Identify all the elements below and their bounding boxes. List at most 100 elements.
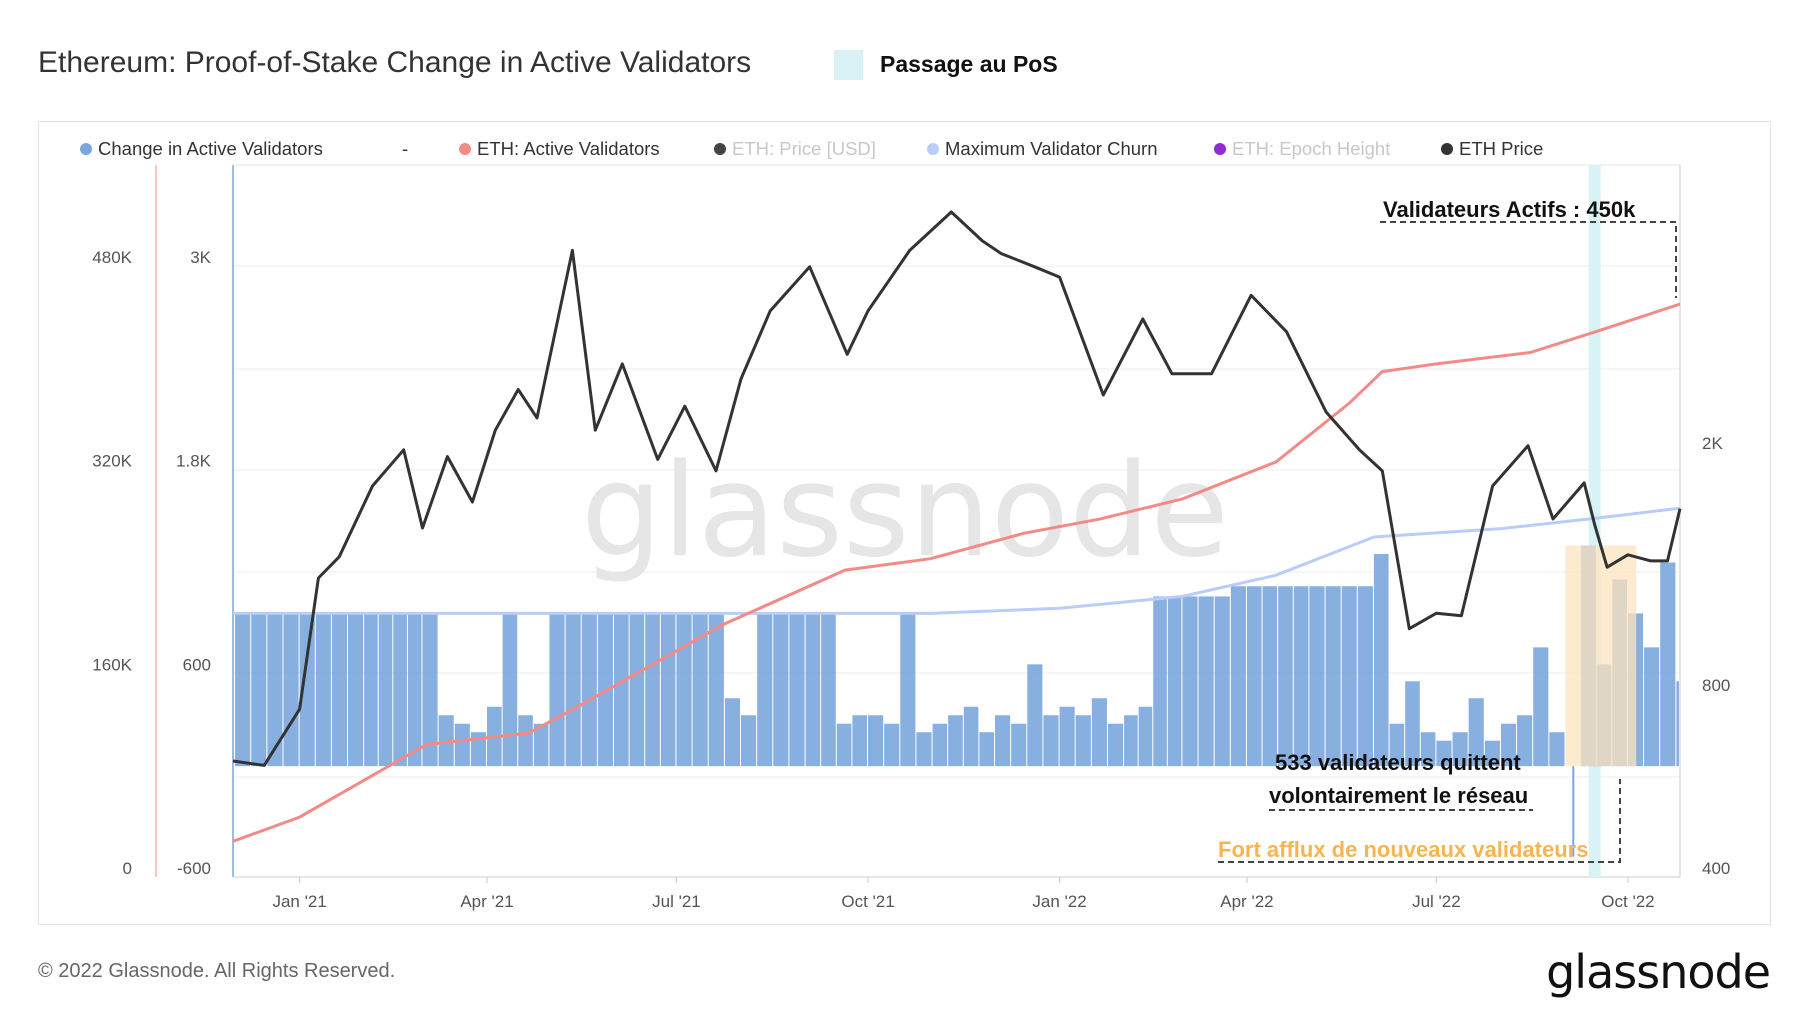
bar-change-active-validators <box>1246 586 1262 767</box>
bar-change-active-validators <box>454 723 470 767</box>
bar-change-active-validators <box>773 613 789 767</box>
bar-change-active-validators <box>1167 596 1182 767</box>
legend-item-separator: - <box>402 138 408 160</box>
legend-dot-icon <box>1214 143 1226 155</box>
annotation-inflow: Fort afflux de nouveaux validateurs <box>1218 837 1588 862</box>
y-tick-price: 2K <box>1702 434 1723 453</box>
x-tick-label: Jul '22 <box>1412 892 1461 911</box>
bar-change-active-validators <box>1484 740 1500 767</box>
bar-change-active-validators <box>1325 586 1341 767</box>
bar-change-active-validators <box>438 715 454 767</box>
y-tick-change: 3K <box>190 248 211 267</box>
legend-item-change-active-validators[interactable]: Change in Active Validators <box>80 138 323 160</box>
bar-change-active-validators <box>1230 586 1246 767</box>
bar-change-active-validators <box>470 732 487 767</box>
legend-item-active-validators[interactable]: ETH: Active Validators <box>459 138 660 160</box>
y-tick-validators: 320K <box>92 452 132 471</box>
bar-change-active-validators <box>805 613 821 767</box>
bar-change-active-validators <box>1660 562 1676 767</box>
bar-change-active-validators <box>1107 723 1124 767</box>
bar-change-active-validators <box>1293 586 1309 767</box>
y-tick-validators: 160K <box>92 655 132 674</box>
legend-label: ETH: Epoch Height <box>1232 138 1391 159</box>
y-tick-change: -600 <box>177 859 211 878</box>
pos-legend-label: Passage au PoS <box>880 51 1058 77</box>
bar-change-active-validators <box>708 613 724 767</box>
x-tick-label: Jan '22 <box>1032 892 1086 911</box>
annotation-active-validators: Validateurs Actifs : 450k <box>1383 197 1636 222</box>
legend-item-max-validator-churn[interactable]: Maximum Validator Churn <box>927 138 1157 160</box>
bar-change-active-validators <box>549 613 565 767</box>
legend-label: Maximum Validator Churn <box>945 138 1158 159</box>
bar-change-active-validators <box>283 613 299 767</box>
bar-change-active-validators <box>1124 715 1138 767</box>
bar-change-active-validators <box>836 723 852 767</box>
bar-change-active-validators <box>660 613 676 767</box>
chart-title: Ethereum: Proof-of-Stake Change in Activ… <box>38 46 752 79</box>
bar-change-active-validators <box>315 613 331 767</box>
bar-change-active-validators <box>1091 698 1107 767</box>
bar-change-active-validators <box>1043 715 1059 767</box>
bar-change-active-validators <box>1436 740 1452 767</box>
annotation-exits-line2: volontairement le réseau <box>1269 783 1528 808</box>
bar-change-active-validators <box>1262 586 1278 767</box>
bar-change-active-validators <box>963 706 979 767</box>
bar-change-active-validators <box>502 613 518 767</box>
bar-change-active-validators <box>979 732 995 767</box>
bar-change-active-validators <box>235 613 251 767</box>
bar-change-active-validators <box>1517 715 1533 767</box>
pos-legend-swatch <box>834 50 863 80</box>
bar-change-active-validators <box>378 613 393 767</box>
bar-change-active-validators <box>629 613 645 767</box>
legend-item-eth-price-usd[interactable]: ETH: Price [USD] <box>714 138 876 160</box>
x-tick-label: Jul '21 <box>652 892 701 911</box>
bar-change-active-validators <box>900 613 916 767</box>
legend-label: ETH: Price [USD] <box>732 138 876 159</box>
bar-change-active-validators <box>1027 664 1043 767</box>
annotation-leader-line <box>1218 779 1621 863</box>
bar-change-active-validators <box>518 715 533 767</box>
legend-dot-icon <box>1441 143 1453 155</box>
bar-change-active-validators <box>1373 554 1389 767</box>
bar-change-active-validators <box>581 613 597 767</box>
bar-change-active-validators <box>1452 732 1468 767</box>
x-tick-label: Apr '22 <box>1220 892 1273 911</box>
copyright: © 2022 Glassnode. All Rights Reserved. <box>38 960 396 982</box>
bar-change-active-validators <box>916 732 932 767</box>
legend-item-eth-price[interactable]: ETH Price <box>1441 138 1543 160</box>
bar-change-active-validators <box>1011 723 1027 767</box>
bar-change-active-validators <box>1468 698 1484 767</box>
bar-change-active-validators <box>884 723 900 767</box>
bar-change-active-validators <box>364 613 378 767</box>
bar-change-active-validators <box>614 613 629 767</box>
y-tick-validators: 480K <box>92 248 132 267</box>
bar-change-active-validators <box>1533 647 1549 767</box>
x-tick-label: Jan '21 <box>272 892 326 911</box>
bar-change-active-validators <box>1676 681 1679 767</box>
bar-change-active-validators <box>724 698 741 767</box>
bar-change-active-validators <box>1357 586 1373 767</box>
legend-label: ETH Price <box>1459 138 1544 159</box>
y-tick-validators: 0 <box>123 859 132 878</box>
bar-change-active-validators <box>932 723 948 767</box>
bar-change-active-validators <box>331 613 348 767</box>
annotation-leader-line <box>1380 221 1677 298</box>
legend-dot-icon <box>459 143 471 155</box>
bar-change-active-validators <box>407 613 422 767</box>
line-maximum-validator-churn <box>233 506 1681 615</box>
bar-change-active-validators <box>995 715 1011 767</box>
bar-change-active-validators <box>1182 596 1198 767</box>
bar-change-active-validators <box>533 723 549 767</box>
legend-dot-icon <box>80 143 92 155</box>
bar-change-active-validators <box>251 613 267 767</box>
bar-change-active-validators <box>1549 732 1565 767</box>
bar-change-active-validators <box>676 613 692 767</box>
bar-change-active-validators <box>757 613 773 767</box>
x-tick-label: Apr '21 <box>460 892 513 911</box>
bar-change-active-validators <box>1075 715 1091 767</box>
bar-change-active-validators <box>422 613 438 767</box>
bar-change-active-validators <box>1644 647 1660 767</box>
bar-change-active-validators <box>821 613 836 767</box>
legend-item-epoch-height[interactable]: ETH: Epoch Height <box>1214 138 1390 160</box>
bar-change-active-validators <box>852 715 868 767</box>
